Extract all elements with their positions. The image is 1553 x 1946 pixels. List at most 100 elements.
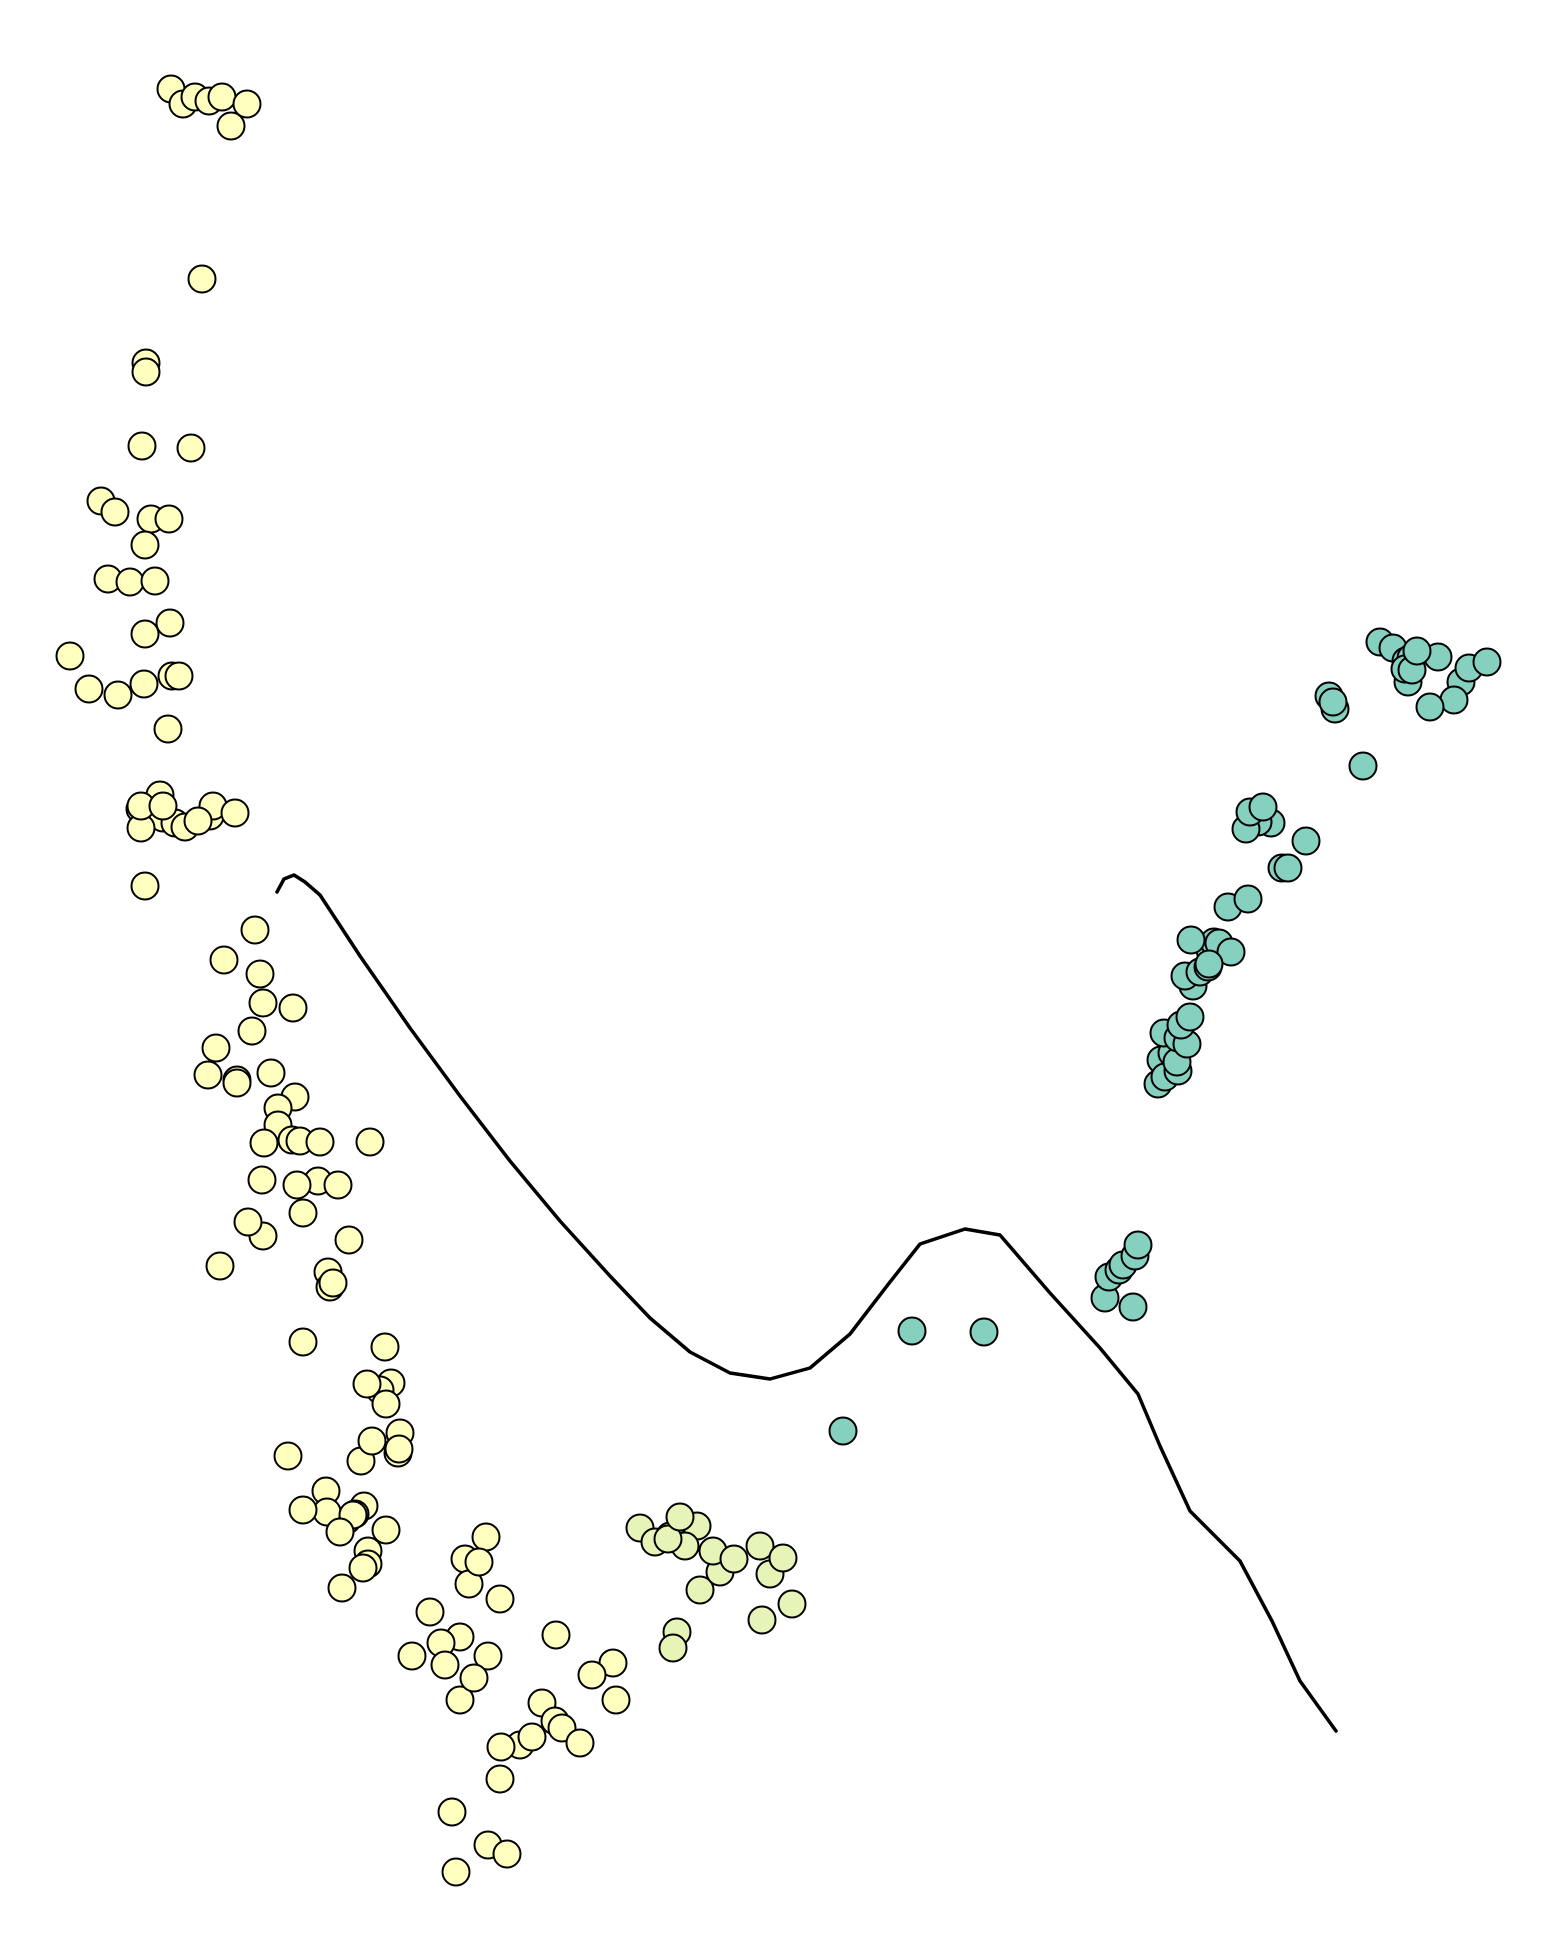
data-point xyxy=(74,674,104,704)
data-point xyxy=(103,680,133,710)
data-point xyxy=(288,1327,318,1357)
data-point xyxy=(1176,925,1206,955)
data-point xyxy=(370,1332,400,1362)
data-point xyxy=(1415,692,1445,722)
data-point xyxy=(1248,792,1278,822)
data-point xyxy=(1175,1002,1205,1032)
data-point xyxy=(245,959,275,989)
data-point xyxy=(129,669,159,699)
data-point xyxy=(384,1434,414,1464)
data-point xyxy=(653,1524,683,1554)
data-point xyxy=(325,1517,355,1547)
data-point xyxy=(183,806,213,836)
data-point xyxy=(273,1441,303,1471)
data-point xyxy=(1118,1292,1148,1322)
data-point xyxy=(601,1685,631,1715)
data-point xyxy=(897,1316,927,1346)
data-point xyxy=(719,1544,749,1574)
data-point xyxy=(437,1797,467,1827)
data-point xyxy=(207,82,237,112)
data-point xyxy=(305,1127,335,1157)
data-point xyxy=(658,1633,688,1663)
data-point xyxy=(1233,884,1263,914)
data-point xyxy=(685,1575,715,1605)
data-point xyxy=(517,1722,547,1752)
data-point xyxy=(355,1127,385,1157)
data-point xyxy=(777,1589,807,1619)
data-point xyxy=(1318,687,1348,717)
data-point xyxy=(248,988,278,1018)
data-point xyxy=(473,1641,503,1671)
data-point xyxy=(1348,751,1378,781)
data-point xyxy=(1291,826,1321,856)
data-point xyxy=(232,89,262,119)
data-point xyxy=(282,1170,312,1200)
data-point xyxy=(334,1225,364,1255)
data-point xyxy=(193,1060,223,1090)
data-point xyxy=(1123,1230,1153,1260)
data-point xyxy=(233,1207,263,1237)
data-point xyxy=(357,1426,387,1456)
data-point xyxy=(485,1764,515,1794)
data-point xyxy=(1439,685,1469,715)
data-point xyxy=(768,1543,798,1573)
data-point xyxy=(131,357,161,387)
data-point xyxy=(492,1839,522,1869)
data-point xyxy=(747,1605,777,1635)
data-point xyxy=(247,1165,277,1195)
data-point xyxy=(187,264,217,294)
data-point xyxy=(237,1016,267,1046)
data-point xyxy=(220,798,250,828)
data-point xyxy=(665,1502,695,1532)
data-point xyxy=(201,1033,231,1063)
data-point xyxy=(969,1317,999,1347)
data-point xyxy=(445,1685,475,1715)
data-point xyxy=(154,504,184,534)
data-point xyxy=(127,431,157,461)
data-point xyxy=(441,1857,471,1887)
data-point xyxy=(323,1170,353,1200)
data-point xyxy=(565,1728,595,1758)
data-point xyxy=(288,1198,318,1228)
data-point xyxy=(1216,937,1246,967)
data-point xyxy=(216,111,246,141)
data-point xyxy=(371,1515,401,1545)
data-point xyxy=(222,1068,252,1098)
data-point xyxy=(397,1641,427,1671)
data-point xyxy=(155,608,185,638)
data-point xyxy=(130,871,160,901)
data-point xyxy=(115,567,145,597)
data-point xyxy=(100,497,130,527)
data-point xyxy=(1194,949,1224,979)
data-point xyxy=(140,566,170,596)
data-point xyxy=(256,1058,286,1088)
data-point xyxy=(745,1531,775,1561)
data-point xyxy=(485,1584,515,1614)
data-point xyxy=(164,661,194,691)
data-point xyxy=(278,993,308,1023)
data-point xyxy=(1402,636,1432,666)
data-point xyxy=(486,1732,516,1762)
data-point xyxy=(288,1495,318,1525)
data-point xyxy=(176,433,206,463)
data-point xyxy=(352,1369,382,1399)
data-point xyxy=(209,945,239,975)
data-point xyxy=(318,1268,348,1298)
data-point xyxy=(348,1553,378,1583)
data-point xyxy=(1472,647,1502,677)
data-point xyxy=(430,1650,460,1680)
trend-curve xyxy=(275,873,1338,1733)
data-point xyxy=(240,915,270,945)
data-point xyxy=(153,714,183,744)
data-point xyxy=(415,1597,445,1627)
data-point xyxy=(471,1522,501,1552)
data-point xyxy=(327,1573,357,1603)
data-point xyxy=(130,619,160,649)
data-point xyxy=(249,1128,279,1158)
data-point xyxy=(459,1663,489,1693)
data-point xyxy=(541,1620,571,1650)
data-point xyxy=(1273,853,1303,883)
data-point xyxy=(371,1389,401,1419)
data-point xyxy=(205,1251,235,1281)
